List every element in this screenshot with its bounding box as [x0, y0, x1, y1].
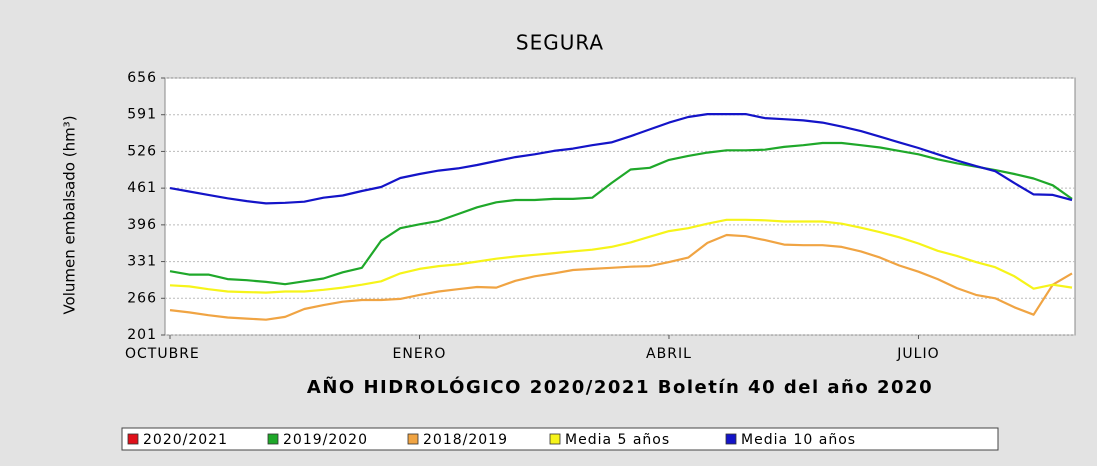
- x-tick-label: ABRIL: [646, 346, 692, 362]
- x-tick-label: ENERO: [393, 346, 447, 362]
- legend-label: Media 5 años: [565, 432, 670, 448]
- x-tick-label: OCTUBRE: [125, 346, 200, 362]
- y-tick-label: 656: [127, 70, 157, 86]
- legend-swatch: [549, 433, 561, 445]
- series-line: [169, 218, 1073, 294]
- series-line: [169, 141, 1073, 286]
- y-tick-label: 526: [127, 143, 157, 159]
- legend-label: 2019/2020: [283, 432, 368, 448]
- x-tick-label: JULIO: [896, 346, 939, 362]
- x-axis-title: AÑO HIDROLÓGICO 2020/2021 Boletín 40 del…: [307, 375, 933, 398]
- y-tick-label: 331: [127, 254, 157, 270]
- series-line: [169, 233, 1073, 321]
- legend-swatch: [725, 433, 737, 445]
- legend-label: 2020/2021: [143, 432, 228, 448]
- y-tick-label: 201: [127, 327, 157, 343]
- legend-swatch: [127, 433, 139, 445]
- y-tick-label: 591: [127, 107, 157, 123]
- chart-title: SEGURA: [516, 31, 604, 55]
- series-line: [169, 113, 1073, 205]
- legend-label: 2018/2019: [423, 432, 508, 448]
- y-tick-label: 396: [127, 217, 157, 233]
- y-tick-label: 461: [127, 180, 157, 196]
- y-axis-title: Volumen embalsado (hm³): [61, 115, 79, 314]
- plot-area: [164, 77, 1076, 336]
- legend-swatch: [267, 433, 279, 445]
- y-tick-label: 266: [127, 290, 157, 306]
- legend-swatch: [407, 433, 419, 445]
- legend-label: Media 10 años: [741, 432, 856, 448]
